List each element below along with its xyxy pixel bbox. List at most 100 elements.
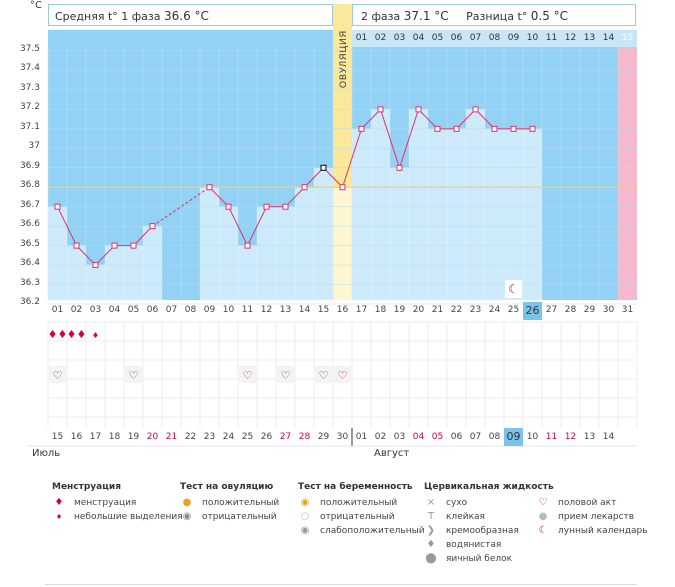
legend-item: ○ отрицательный bbox=[298, 510, 425, 524]
sun-positive-icon: ● bbox=[182, 497, 192, 508]
temperature-point bbox=[225, 203, 232, 210]
cycle-day-label[interactable]: 22 bbox=[450, 305, 463, 315]
date-label: 12 bbox=[564, 432, 577, 442]
heart-icon: ♡ bbox=[129, 369, 139, 382]
date-label: 15 bbox=[51, 432, 64, 442]
diff-value: 0.5 °C bbox=[530, 9, 569, 23]
sticky-icon: T bbox=[427, 511, 435, 522]
y-tick-label: 37 bbox=[28, 141, 40, 152]
cycle-day-label[interactable]: 17 bbox=[355, 305, 368, 315]
y-axis-unit: °C bbox=[30, 0, 42, 11]
cycle-day-label[interactable]: 09 bbox=[203, 305, 216, 315]
phase2-summary: 2 фаза 37.1 °C Разница t° 0.5 °C bbox=[352, 4, 636, 26]
temperature-point bbox=[244, 242, 251, 249]
cycle-day-label[interactable]: 26 bbox=[523, 302, 542, 320]
cycle-day-label[interactable]: 31 bbox=[621, 305, 634, 315]
cycle-day-label[interactable]: 16 bbox=[336, 305, 349, 315]
date-label: 13 bbox=[583, 432, 596, 442]
menstruation-icon: ♦♦ bbox=[67, 328, 87, 341]
cycle-day-label[interactable]: 19 bbox=[393, 305, 406, 315]
cycle-day-label[interactable]: 24 bbox=[488, 305, 501, 315]
cycle-day-label[interactable]: 30 bbox=[602, 305, 615, 315]
cycle-day-label[interactable]: 12 bbox=[260, 305, 273, 315]
temperature-point bbox=[434, 125, 441, 132]
cycle-day-label[interactable]: 10 bbox=[222, 305, 235, 315]
temperature-point bbox=[301, 184, 308, 191]
legend-item: ♦ небольшие выделения bbox=[52, 510, 183, 524]
temperature-point bbox=[396, 164, 403, 171]
cycle-day-label[interactable]: 18 bbox=[374, 305, 387, 315]
legend-title: Тест на овуляцию bbox=[180, 482, 274, 492]
cycle-day-label[interactable]: 04 bbox=[108, 305, 121, 315]
y-tick-label: 36.6 bbox=[19, 219, 40, 230]
date-label: 23 bbox=[203, 432, 216, 442]
cycle-day-label[interactable]: 02 bbox=[70, 305, 83, 315]
legend-item: × сухо bbox=[424, 496, 554, 510]
phase2-day-label: 03 bbox=[393, 33, 406, 43]
cycle-day-label[interactable]: 14 bbox=[298, 305, 311, 315]
legend-item: ♦ водянистая bbox=[424, 538, 554, 552]
cycle-day-label[interactable]: 15 bbox=[317, 305, 330, 315]
legend-item: ◉ отрицательный bbox=[180, 510, 279, 524]
temperature-point bbox=[472, 106, 479, 113]
cycle-day-label[interactable]: 28 bbox=[564, 305, 577, 315]
temperature-line bbox=[323, 167, 343, 188]
y-tick-label: 36.2 bbox=[19, 297, 40, 307]
temperature-line bbox=[133, 225, 153, 246]
test-weak-icon: ◉ bbox=[300, 525, 310, 536]
cycle-day-label[interactable]: 25 bbox=[507, 305, 520, 315]
cycle-day-label[interactable]: 06 bbox=[146, 305, 159, 315]
temperature-point bbox=[206, 184, 213, 191]
date-label: 25 bbox=[241, 432, 254, 442]
cycle-day-label[interactable]: 23 bbox=[469, 305, 482, 315]
cycle-day-label[interactable]: 27 bbox=[545, 305, 558, 315]
y-tick-label: 36.8 bbox=[19, 180, 40, 191]
menstruation-icon: ♦♦ bbox=[48, 328, 68, 341]
cycle-day-label[interactable]: 13 bbox=[279, 305, 292, 315]
y-tick-label: 36.3 bbox=[19, 277, 40, 288]
heart-icon: ♡ bbox=[338, 369, 348, 382]
sun-negative-icon: ◉ bbox=[182, 511, 192, 522]
date-label: 16 bbox=[70, 432, 83, 442]
cycle-day-label[interactable]: 11 bbox=[241, 305, 254, 315]
date-label: 29 bbox=[317, 432, 330, 442]
date-label: 10 bbox=[526, 432, 539, 442]
date-label: 24 bbox=[222, 432, 235, 442]
heart-cell bbox=[125, 366, 142, 383]
temperature-bar bbox=[86, 264, 105, 301]
cycle-day-label[interactable]: 08 bbox=[184, 305, 197, 315]
moon-icon: ☾ bbox=[508, 282, 519, 296]
y-tick-label: 37.3 bbox=[19, 82, 40, 93]
temperature-line bbox=[475, 109, 495, 130]
phase2-day-label: 08 bbox=[488, 33, 501, 43]
phase2-day-label: 09 bbox=[507, 33, 520, 43]
cycle-day-label[interactable]: 20 bbox=[412, 305, 425, 315]
cycle-day-label[interactable]: 29 bbox=[583, 305, 596, 315]
temperature-bar bbox=[67, 245, 86, 301]
temperature-bar bbox=[485, 128, 504, 301]
date-label: 19 bbox=[127, 432, 140, 442]
date-label: 18 bbox=[108, 432, 121, 442]
legend-item: ● положительный bbox=[180, 496, 280, 510]
temperature-bar bbox=[523, 128, 542, 301]
temperature-bar bbox=[352, 128, 371, 301]
legend-item: ◉ слабоположительный bbox=[298, 524, 425, 538]
cycle-day-label[interactable]: 21 bbox=[431, 305, 444, 315]
moon-cell bbox=[505, 280, 522, 298]
footer-divider bbox=[45, 584, 637, 585]
temperature-bar bbox=[200, 186, 219, 301]
cycle-day-label[interactable]: 05 bbox=[127, 305, 140, 315]
temperature-line bbox=[456, 109, 476, 130]
y-tick-label: 37.2 bbox=[19, 102, 40, 113]
temperature-bar bbox=[124, 245, 143, 301]
cycle-day-label[interactable]: 03 bbox=[89, 305, 102, 315]
temperature-point bbox=[510, 125, 517, 132]
cycle-day-label[interactable]: 07 bbox=[165, 305, 178, 315]
light-discharge-icon: ♦ bbox=[92, 331, 99, 340]
cycle-day-label[interactable]: 01 bbox=[51, 305, 64, 315]
heart-icon: ♡ bbox=[281, 369, 291, 382]
phase2-day-label: 02 bbox=[374, 33, 387, 43]
cycle-header-strip bbox=[352, 30, 637, 47]
heart-cell bbox=[315, 366, 332, 383]
